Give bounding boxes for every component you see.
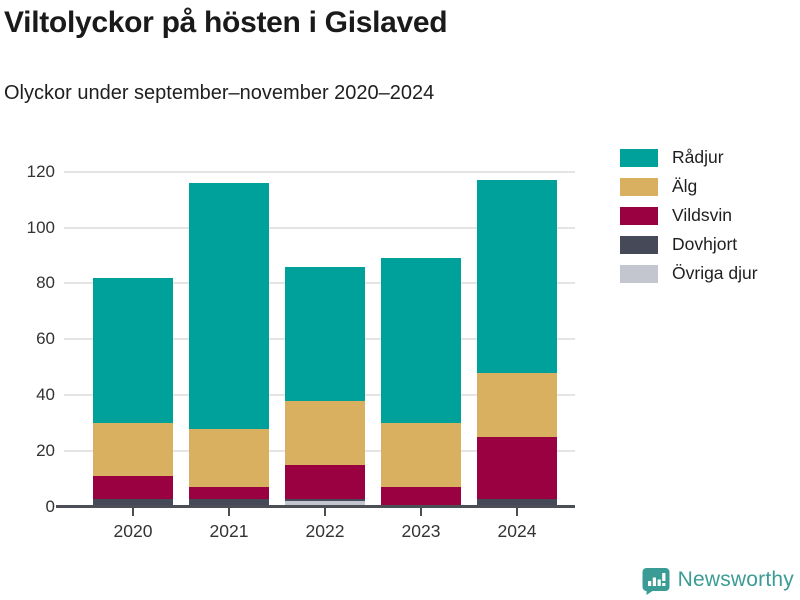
bar-2024-Vildsvin [477, 437, 557, 499]
y-axis-label: 0 [45, 497, 55, 516]
y-axis-label: 60 [36, 329, 55, 349]
chart-title: Viltolyckor på hösten i Gislaved [4, 6, 448, 39]
legend-swatch [620, 177, 658, 196]
plot-area [56, 149, 575, 508]
legend-item-Rådjur: Rådjur [620, 147, 798, 167]
bar-2024-Dovhjort [477, 498, 557, 507]
legend-swatch [620, 206, 658, 225]
gridline-y100 [64, 226, 575, 229]
bar-2023-Vildsvin [381, 487, 461, 507]
legend-item-Vildsvin: Vildsvin [620, 205, 798, 225]
legend-item-Dovhjort: Dovhjort [620, 234, 798, 254]
y-axis-label: 80 [36, 273, 55, 293]
newsworthy-icon [641, 566, 670, 595]
gridline-y120 [64, 170, 575, 173]
chart-subtitle: Olyckor under september–november 2020–20… [4, 82, 435, 104]
bar-2022-Vildsvin [285, 465, 365, 499]
x-axis-line [56, 505, 575, 508]
bar-2021-Vildsvin [189, 487, 269, 499]
legend: Rådjur Älg Vildsvin Dovhjort Övriga djur [620, 147, 798, 283]
bar-2023-Rådjur [381, 258, 461, 424]
brand-logo[interactable]: Newsworthy [641, 564, 794, 596]
x-tick-2023 [420, 508, 422, 516]
bar-2020-Rådjur [93, 277, 173, 424]
bar-2021-Rådjur [189, 182, 269, 429]
x-tick-2024 [516, 508, 518, 516]
x-tick-2021 [228, 508, 230, 516]
bar-2023-Älg [381, 423, 461, 488]
bar-2024-Rådjur [477, 180, 557, 373]
bar-2020-Vildsvin [93, 476, 173, 499]
legend-label: Rådjur [672, 147, 724, 167]
bar-2021-Dovhjort [189, 498, 269, 507]
legend-swatch [620, 235, 658, 254]
brand-name: Newsworthy [677, 568, 794, 591]
x-axis-label: 2020 [113, 521, 153, 541]
legend-swatch [620, 264, 658, 283]
x-axis-label: 2024 [497, 521, 537, 541]
x-axis-label: 2021 [209, 521, 249, 541]
bar-2020-Älg [93, 423, 173, 477]
y-axis-label: 40 [36, 385, 55, 405]
bar-2022-Dovhjort [285, 498, 365, 502]
x-tick-2022 [324, 508, 326, 516]
bar-2020-Dovhjort [93, 498, 173, 507]
x-tick-2020 [132, 508, 134, 516]
y-axis-label: 20 [36, 441, 55, 461]
bar-2024-Älg [477, 372, 557, 438]
x-axis-label: 2022 [305, 521, 345, 541]
legend-swatch [620, 148, 658, 167]
bar-2022-Älg [285, 400, 365, 466]
legend-label: Älg [672, 176, 698, 196]
legend-label: Dovhjort [672, 234, 738, 254]
y-axis-label: 100 [26, 217, 55, 237]
legend-item-Övriga djur: Övriga djur [620, 263, 798, 283]
legend-label: Övriga djur [672, 263, 758, 283]
legend-label: Vildsvin [672, 205, 732, 225]
bar-2022-Övriga djur [285, 501, 365, 507]
legend-item-Älg: Älg [620, 176, 798, 196]
bar-2022-Rådjur [285, 266, 365, 401]
x-axis-label: 2023 [401, 521, 441, 541]
y-axis-label: 120 [26, 161, 55, 181]
bar-2021-Älg [189, 428, 269, 488]
